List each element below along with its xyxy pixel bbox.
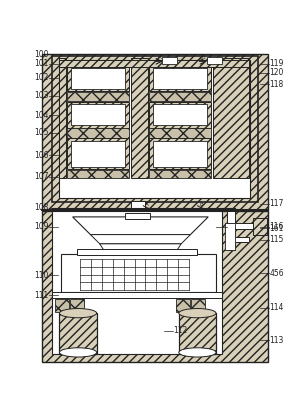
Ellipse shape (179, 348, 216, 357)
Text: 100: 100 (34, 50, 49, 59)
Bar (149, 66, 211, 91)
Bar (153, 141, 207, 167)
Bar (67, 66, 129, 91)
Bar (153, 68, 207, 89)
Bar (153, 105, 207, 125)
Text: 101: 101 (34, 59, 49, 68)
Polygon shape (91, 234, 191, 244)
Bar (176, 298, 190, 312)
Bar (131, 201, 145, 210)
Bar (42, 211, 268, 361)
Bar (207, 57, 222, 64)
Ellipse shape (179, 308, 216, 318)
Bar (149, 102, 211, 127)
Bar (59, 58, 66, 178)
Bar (179, 313, 216, 354)
Bar (149, 170, 211, 178)
Bar (52, 212, 222, 354)
Bar (67, 102, 129, 127)
Bar (67, 92, 129, 101)
Bar (191, 298, 205, 312)
Bar (227, 223, 254, 229)
Bar (131, 58, 148, 178)
Bar (71, 105, 125, 125)
Bar (52, 292, 222, 298)
Bar (61, 254, 216, 292)
Text: 120: 120 (269, 68, 284, 78)
Bar (59, 60, 250, 198)
Bar (162, 57, 177, 64)
Text: 111: 111 (34, 291, 49, 300)
Bar (76, 249, 197, 255)
Bar (149, 92, 211, 101)
Text: 103: 103 (34, 91, 49, 100)
Bar (67, 138, 129, 169)
Text: A: A (158, 55, 161, 60)
Bar (179, 313, 216, 354)
Bar (67, 170, 129, 178)
Polygon shape (72, 217, 208, 234)
Bar (59, 313, 97, 354)
Bar (42, 54, 268, 210)
Bar (70, 298, 84, 312)
Text: B: B (199, 202, 203, 207)
Text: 108: 108 (34, 203, 49, 212)
Ellipse shape (59, 308, 97, 318)
Text: 117: 117 (269, 199, 284, 208)
Bar (213, 58, 249, 178)
Text: 109: 109 (34, 222, 49, 232)
Text: A: A (145, 202, 149, 207)
Bar (149, 138, 211, 169)
Bar (71, 141, 125, 167)
Bar (253, 217, 267, 234)
Polygon shape (100, 244, 181, 252)
Bar (227, 237, 249, 242)
Text: 115: 115 (269, 235, 284, 244)
Text: 110: 110 (34, 271, 49, 280)
Bar (52, 56, 258, 202)
Bar (227, 212, 235, 250)
Text: 106: 106 (34, 151, 49, 160)
Bar (225, 223, 235, 250)
Text: 104: 104 (34, 111, 49, 120)
Ellipse shape (59, 348, 97, 357)
Text: 118: 118 (269, 80, 284, 89)
Bar (59, 313, 97, 354)
Text: 116: 116 (269, 222, 284, 232)
Bar (125, 213, 150, 219)
Text: B: B (202, 55, 205, 60)
Text: 113: 113 (269, 336, 284, 344)
Text: 114: 114 (269, 303, 284, 312)
Text: 102: 102 (34, 73, 49, 82)
Text: 112: 112 (173, 326, 188, 335)
Bar (71, 68, 125, 89)
Bar (59, 60, 249, 67)
Text: 119: 119 (269, 59, 284, 68)
Bar (55, 298, 69, 312)
Bar (67, 128, 129, 138)
Text: 105: 105 (34, 129, 49, 137)
Text: 107: 107 (34, 172, 49, 181)
Bar (149, 128, 211, 138)
Text: 456: 456 (269, 269, 284, 278)
Text: 161: 161 (269, 224, 284, 233)
